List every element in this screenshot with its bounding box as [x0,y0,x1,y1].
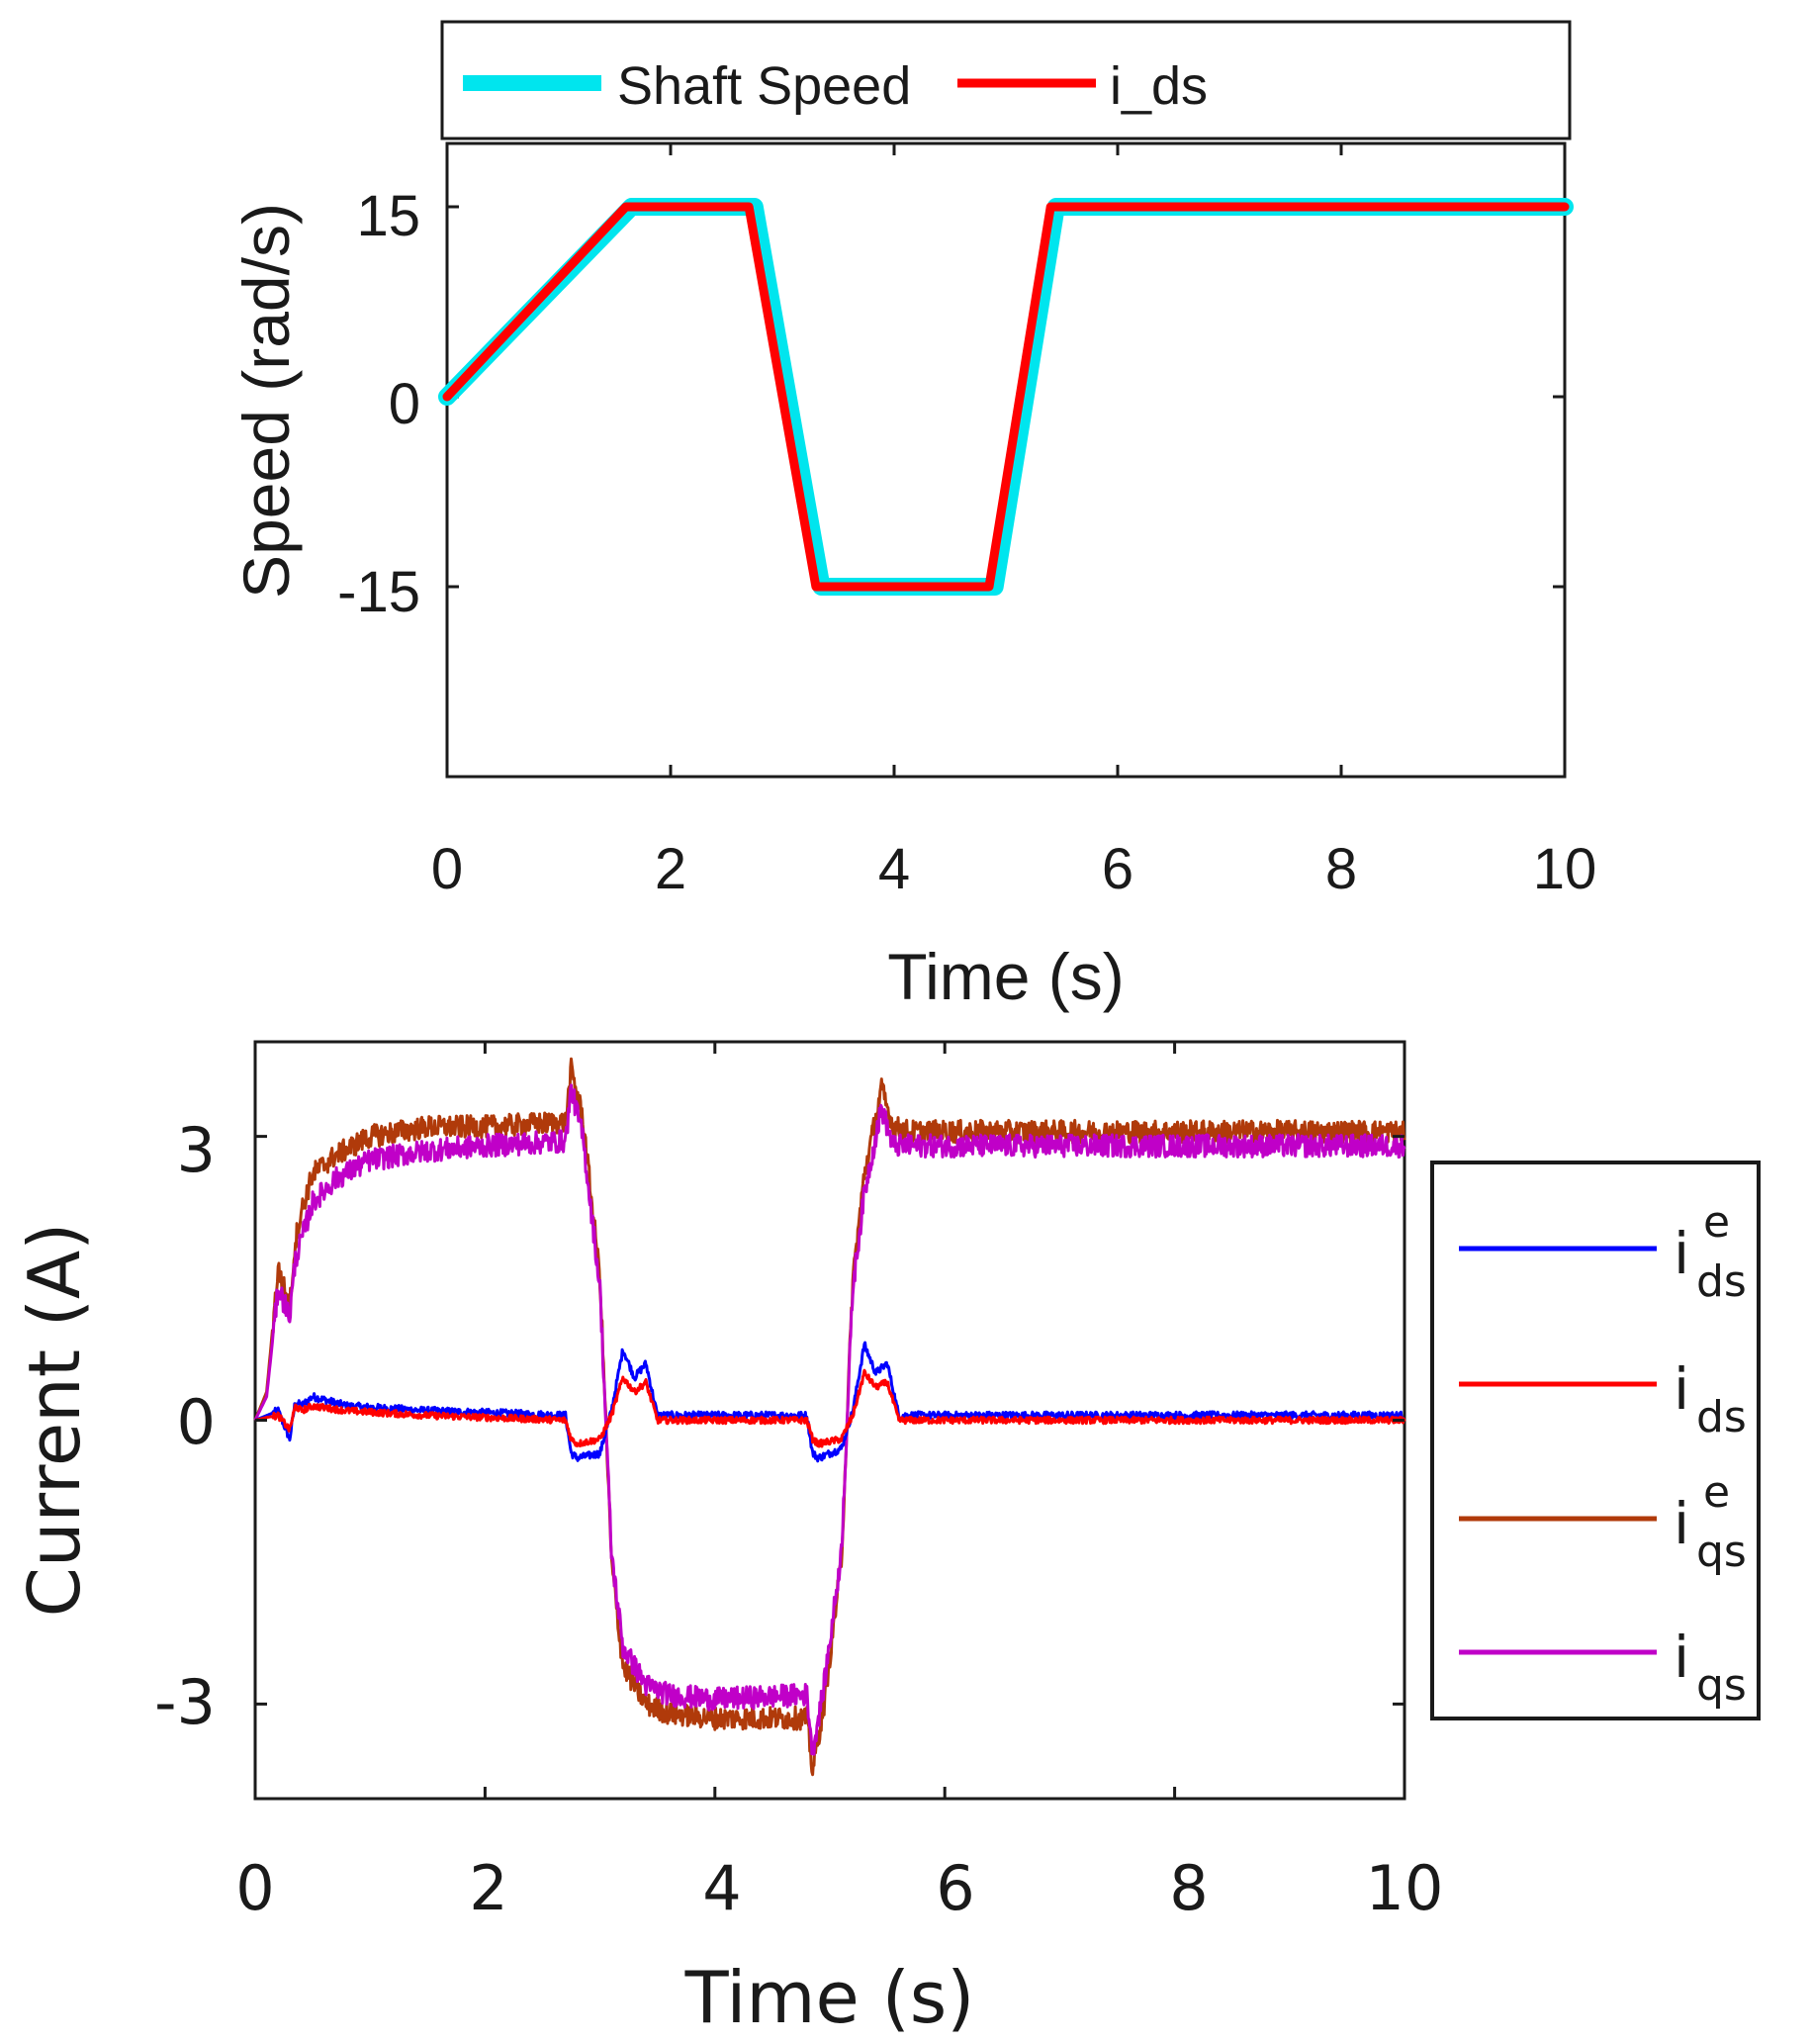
current-x-axis-label: Time (s) [684,1956,975,2039]
current-x-tick-2: 2 [469,1852,507,1924]
legend-label-sup: e [1703,1467,1730,1518]
speed-x-tick-0: 0 [431,837,463,901]
legend-label-main: i [1674,1220,1689,1287]
speed-legend: Shaft Speed i_ds [440,20,1572,140]
speed-x-tick-labels: 0 2 4 6 8 10 [431,837,1596,901]
current-x-tick-8: 8 [1169,1852,1208,1924]
series-line-i-ds [254,1368,1406,1448]
speed-y-axis-label: Speed (rad/s) [229,203,303,599]
speed-x-tick-6: 6 [1102,837,1133,901]
current-x-tick-labels: 0 2 4 6 8 10 [235,1852,1443,1924]
current-x-tick-6: 6 [936,1852,974,1924]
speed-y-tick-neg15: -15 [337,560,420,624]
legend-label-main: i [1674,1490,1689,1557]
legend-label-reference-speed: i_ds [1110,56,1208,116]
speed-y-tick-15: 15 [356,184,420,248]
current-y-tick-labels: 3 0 -3 [154,1114,216,1738]
current-y-tick-neg3: -3 [154,1666,216,1738]
series-line-reference-speed [442,202,1570,592]
legend-label-shaft-speed: Shaft Speed [617,56,911,116]
current-y-tick-3: 3 [177,1114,216,1186]
current-y-axis-label: Current (A) [13,1223,96,1618]
speed-y-tick-labels: 15 0 -15 [337,184,420,624]
legend-label-main: i [1674,1355,1689,1423]
legend-label-sub: ds [1696,1392,1747,1442]
current-y-tick-0: 0 [177,1386,216,1458]
current-legend-box [1430,1161,1761,1720]
speed-x-axis-label: Time (s) [887,940,1125,1013]
current-x-tick-0: 0 [235,1852,274,1924]
speed-x-tick-10: 10 [1533,837,1597,901]
current-x-tick-10: 10 [1366,1852,1444,1924]
series-line-i-qs [253,1083,1406,1756]
current-series [253,1057,1406,1777]
speed-y-tick-0: 0 [389,372,420,436]
speed-x-tick-4: 4 [878,837,910,901]
legend-label-sub: ds [1696,1256,1747,1307]
series-line-i-qs-e [253,1057,1406,1777]
current-x-tick-4: 4 [702,1852,741,1924]
speed-chart: Shaft Speed i_ds 0 2 4 6 8 10 15 0 -15 T… [229,20,1596,1013]
speed-x-tick-2: 2 [655,837,686,901]
speed-series [438,198,1574,596]
legend-label-sup: e [1703,1197,1730,1248]
current-chart: 0 2 4 6 8 10 3 0 -3 Time (s) Current (A)… [13,1040,1761,2039]
speed-x-tick-8: 8 [1325,837,1357,901]
legend-label-sub: qs [1696,1660,1747,1711]
legend-label-main: i [1674,1624,1689,1691]
current-ticks [253,1042,1406,1799]
legend-label-sub: qs [1696,1527,1747,1577]
series-line-i-ds-e [254,1341,1405,1463]
